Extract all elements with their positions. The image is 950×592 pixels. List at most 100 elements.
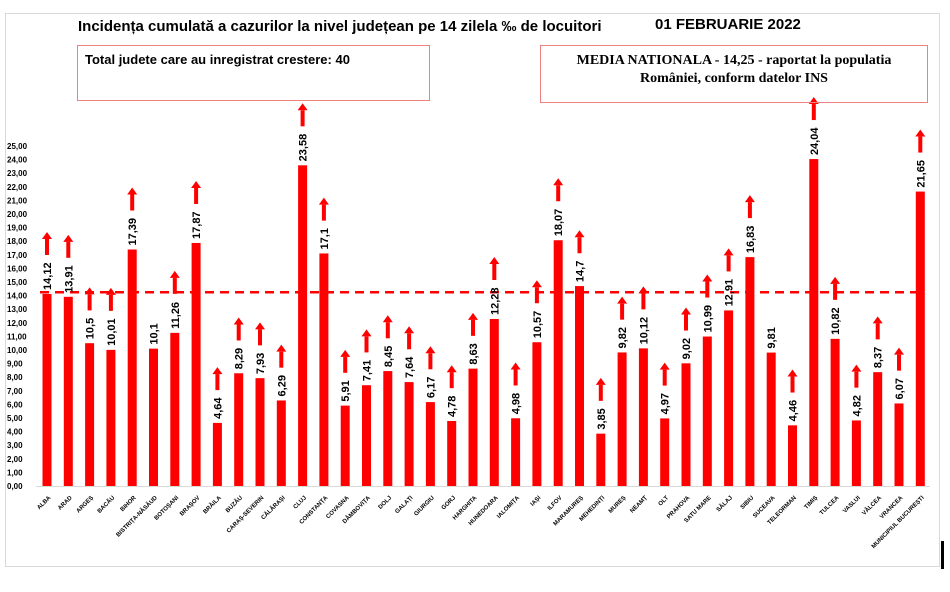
data-label: 10,57 <box>532 311 544 339</box>
data-label: 7,93 <box>255 353 267 374</box>
data-label: 23,58 <box>298 134 310 162</box>
x-tick-label: IALOMIȚA <box>496 495 521 520</box>
arrow-head <box>297 103 308 111</box>
y-tick-label: 19,00 <box>7 224 28 233</box>
arrow-head <box>830 276 841 284</box>
arrow-head <box>84 287 95 295</box>
arrow-head <box>744 195 755 203</box>
arrow-head <box>489 256 500 264</box>
data-label: 4,64 <box>212 397 224 419</box>
arrow-shaft <box>918 136 923 153</box>
arrow-head <box>169 270 180 278</box>
data-label: 8,63 <box>468 343 480 364</box>
data-label: 8,29 <box>234 348 246 369</box>
bar-arad <box>63 296 73 486</box>
increase-arrow-icon <box>84 287 95 311</box>
bar-bistrița-năsăud <box>149 348 158 486</box>
x-tick-label: TULCEA <box>819 495 841 517</box>
x-tick-label: BRĂILA <box>202 494 223 515</box>
arrow-shaft <box>407 333 412 350</box>
increase-arrow-icon <box>702 274 713 298</box>
x-tick-label: TIMIȘ <box>804 495 820 511</box>
y-tick-label: 22,00 <box>7 183 28 192</box>
y-axis: 0,00 1,00 2,00 3,00 4,00 5,00 6,00 7,00 8,00 9,00… <box>7 142 930 491</box>
arrow-shaft <box>343 356 348 373</box>
bar-gorj <box>447 420 457 486</box>
increase-arrow-icon <box>297 103 308 127</box>
y-tick-label: 20,00 <box>7 210 28 219</box>
bar-sălaj <box>724 310 734 486</box>
increase-arrow-icon <box>638 286 649 310</box>
x-tick-label: CARAȘ-SEVERIN <box>226 495 265 534</box>
increase-arrow-icon <box>361 329 372 353</box>
increase-arrow-icon <box>63 234 74 258</box>
increase-arrow-icon <box>425 346 436 370</box>
arrow-shaft <box>108 294 113 311</box>
arrow-shaft <box>875 323 880 340</box>
arrow-head <box>723 248 734 256</box>
x-tick-label: BISTRIȚA-NĂSĂUD <box>115 494 160 539</box>
national-average-line1: MEDIA NATIONALA - 14,25 - raportat la po… <box>576 53 892 68</box>
bar-municipiul-bucurești <box>915 191 925 486</box>
arrow-head <box>127 187 138 195</box>
arrow-head <box>894 347 904 355</box>
y-tick-label: 8,00 <box>7 373 23 382</box>
x-tick-label: OLT <box>658 495 671 508</box>
data-label: 9,82 <box>617 327 629 348</box>
arrow-shaft <box>556 185 561 202</box>
x-tick-label: IAȘI <box>530 495 543 508</box>
bar-ialomița <box>511 418 521 486</box>
y-tick-label: 10,00 <box>7 346 28 355</box>
bar-vâlcea <box>873 372 883 486</box>
bars <box>42 159 925 486</box>
y-tick-label: 16,00 <box>7 264 28 273</box>
arrow-head <box>638 286 649 294</box>
bar-giurgiu <box>425 402 435 486</box>
bar-bihor <box>127 249 137 486</box>
data-label: 9,81 <box>766 327 778 348</box>
increase-arrow-icon <box>872 316 883 340</box>
x-tick-label: ARGEȘ <box>76 495 95 514</box>
y-tick-label: 11,00 <box>7 332 27 341</box>
bar-vaslui <box>851 420 861 486</box>
data-labels: 14,12 13,91 10,5 10,01 17,39 10,1 11,26 17,87 4,… <box>42 127 927 430</box>
y-tick-label: 4,00 <box>7 428 23 437</box>
data-label: 11,26 <box>170 302 182 329</box>
arrow-head <box>42 231 52 239</box>
data-label: 17,39 <box>127 218 139 246</box>
bar-prahova <box>681 363 691 486</box>
arrow-head <box>702 274 713 282</box>
arrow-head <box>382 315 393 323</box>
y-tick-label: 15,00 <box>7 278 28 287</box>
data-label: 10,12 <box>638 317 650 345</box>
y-tick-label: 6,00 <box>7 400 23 409</box>
increase-arrow-icon <box>318 197 329 221</box>
x-tick-label: GIURGIU <box>413 495 435 517</box>
increase-arrow-icon <box>446 365 457 389</box>
arrow-head <box>468 312 478 320</box>
arrow-shaft <box>726 255 731 272</box>
increase-arrow-icon <box>595 377 606 401</box>
y-tick-label: 23,00 <box>7 169 28 178</box>
arrow-shaft <box>279 351 284 368</box>
bar-neamț <box>638 348 648 486</box>
x-tick-label: BUZĂU <box>224 494 244 514</box>
y-tick-label: 21,00 <box>7 196 28 205</box>
x-tick-label: SĂLAJ <box>715 494 734 513</box>
increase-arrow-icon <box>255 322 265 346</box>
arrow-shaft <box>577 237 582 254</box>
bar-argeș <box>85 343 95 486</box>
bar-mehedinți <box>596 433 606 486</box>
y-tick-label: 1,00 <box>7 468 23 477</box>
increase-arrows <box>42 97 926 401</box>
increase-arrow-icon <box>169 270 180 294</box>
arrow-head <box>446 365 457 373</box>
x-tick-label: ILFOV <box>547 495 564 512</box>
arrow-head <box>63 234 74 242</box>
bar-vrancea <box>894 403 904 486</box>
arrow-head <box>574 230 585 238</box>
increase-arrow-icon <box>574 230 585 254</box>
data-label: 3,85 <box>596 408 608 429</box>
arrow-shaft <box>534 287 539 304</box>
bar-alba <box>42 293 52 486</box>
